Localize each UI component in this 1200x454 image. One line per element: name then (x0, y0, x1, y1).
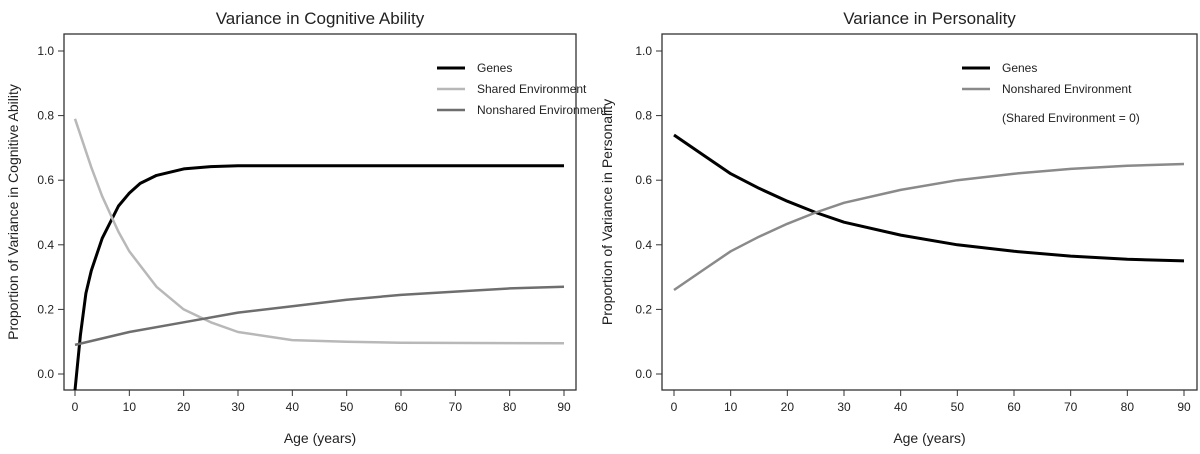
y-tick-label: 0.4 (635, 238, 652, 252)
x-tick-label: 80 (503, 400, 517, 414)
y-axis-label: Proportion of Variance in Cognitive Abil… (5, 84, 21, 340)
legend-label: Shared Environment (477, 82, 587, 96)
x-tick-label: 70 (449, 400, 463, 414)
x-axis-label: Age (years) (284, 430, 356, 446)
x-tick-label: 50 (951, 400, 965, 414)
legend-label: Nonshared Environment (1002, 82, 1132, 96)
x-tick-label: 10 (123, 400, 137, 414)
chart-panel-2: Variance in Personality Age (years) Propor… (599, 9, 1198, 446)
y-tick-label: 0.6 (37, 173, 54, 187)
series-line-shared-environment (73, 118, 565, 345)
x-tick-label: 70 (1064, 400, 1078, 414)
y-axis-label: Proportion of Variance in Personality (599, 99, 615, 325)
x-tick-label: 30 (231, 400, 245, 414)
legend-label: Genes (477, 61, 512, 75)
chart-title: Variance in Cognitive Ability (216, 9, 425, 28)
y-tick-label: 0.0 (635, 367, 652, 381)
x-tick-label: 60 (394, 400, 408, 414)
x-tick-label: 90 (557, 400, 571, 414)
x-tick-label: 60 (1007, 400, 1021, 414)
x-tick-label: 0 (671, 400, 678, 414)
chart-title: Variance in Personality (843, 9, 1016, 28)
x-axis-label: Age (years) (893, 430, 965, 446)
x-tick-label: 20 (177, 400, 191, 414)
legend-label: Genes (1002, 61, 1037, 75)
y-tick-label: 1.0 (37, 44, 54, 58)
x-tick-label: 30 (837, 400, 851, 414)
plot-frame (661, 33, 1198, 391)
legend-note: (Shared Environment = 0) (1002, 111, 1140, 125)
y-tick-label: 0.8 (37, 109, 54, 123)
chart-panel-1: Variance in Cognitive Ability Age (years)… (5, 9, 607, 446)
x-tick-label: 40 (894, 400, 908, 414)
y-tick-label: 1.0 (635, 44, 652, 58)
x-tick-label: 40 (286, 400, 300, 414)
x-tick-label: 50 (340, 400, 354, 414)
plot-frame (63, 33, 577, 391)
y-tick-label: 0.2 (37, 302, 54, 316)
x-tick-label: 90 (1177, 400, 1191, 414)
x-tick-label: 80 (1121, 400, 1135, 414)
y-tick-label: 0.6 (635, 173, 652, 187)
legend-label: Nonshared Environment (477, 103, 607, 117)
series-line-genes (673, 133, 1185, 263)
series-line-genes (73, 164, 564, 390)
y-tick-label: 0.0 (37, 367, 54, 381)
series-line-nonshared-environment (74, 285, 565, 347)
y-tick-label: 0.8 (635, 109, 652, 123)
series-line-nonshared-environment (673, 162, 1185, 292)
y-tick-label: 0.4 (37, 238, 54, 252)
x-tick-label: 10 (724, 400, 738, 414)
x-tick-label: 0 (72, 400, 79, 414)
y-tick-label: 0.2 (635, 302, 652, 316)
x-tick-label: 20 (781, 400, 795, 414)
